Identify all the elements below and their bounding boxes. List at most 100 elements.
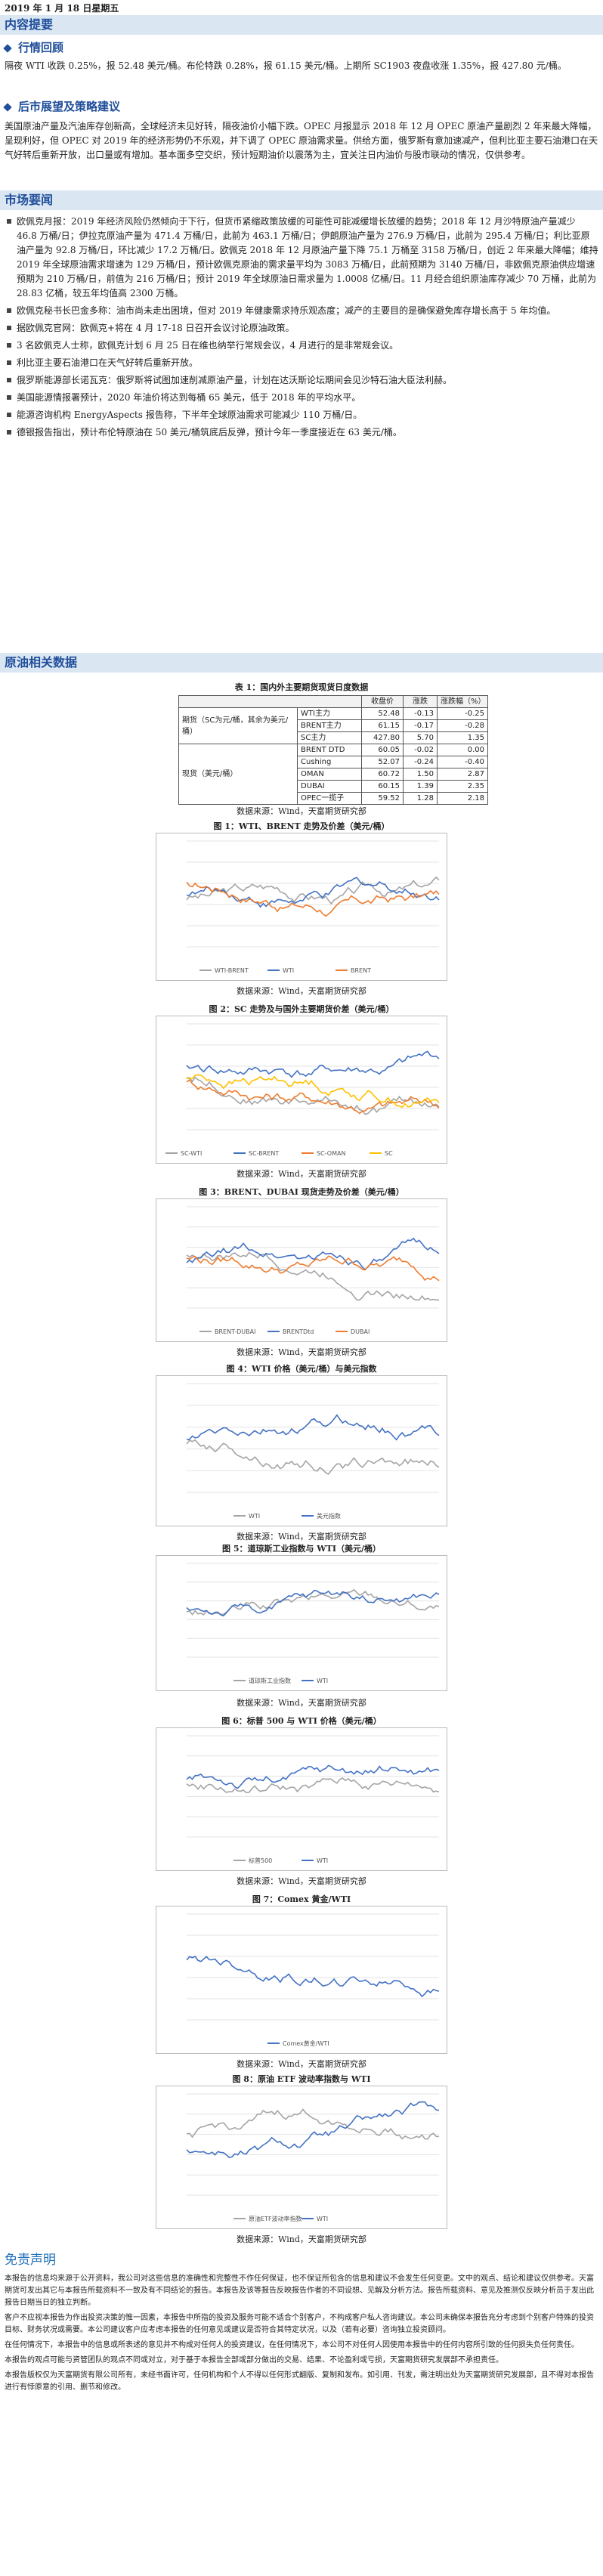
- disclaimer-paragraph: 本报告的信息均来源于公开资料，我公司对这些信息的准确性和完整性不作任何保证，也不…: [5, 2274, 594, 2307]
- row-name: DUBAI: [297, 780, 362, 793]
- legend-label: BRENT-DUBAI: [215, 1328, 255, 1335]
- legend-label: WTI: [249, 1513, 260, 1520]
- table-header: 涨跌幅（%）: [437, 695, 488, 708]
- row-pct: -0.40: [437, 756, 488, 768]
- legend-label: WTI: [283, 967, 294, 974]
- series-line: [186, 1079, 440, 1115]
- series-line: [186, 1955, 440, 1998]
- figure-title: 图 2：SC 走势及与国外主要期货价差（美元/桶）: [209, 1004, 394, 1014]
- figure-3-chart: BRENT-DUBAI BRENTDtd DUBAI: [156, 1198, 447, 1342]
- series-line: [186, 1764, 440, 1789]
- news-item: 俄罗斯能源部长诺瓦克：俄罗斯将试图加速削减原油产量，计划在达沃斯论坛期间会见沙特…: [5, 373, 598, 388]
- row-pct: 2.18: [437, 792, 488, 805]
- row-close: 52.07: [361, 756, 404, 768]
- legend-label: DUBAI: [351, 1328, 370, 1335]
- outlook-text: 美国原油产量及汽油库存创新高，全球经济未见好转，隔夜油价小幅下跌。OPEC 月报…: [5, 121, 598, 160]
- row-name: OPEC一揽子: [297, 792, 362, 805]
- chart-svg: Comex黄金/WTI: [186, 1913, 440, 2047]
- row-close: 60.05: [361, 744, 404, 756]
- figure-2-chart: SC-WTI SC-BRENT SC-OMAN SC: [156, 1016, 447, 1164]
- table-row: DUBAI 60.15 1.39 2.35: [179, 780, 488, 793]
- section-content: 内容提要: [0, 15, 603, 35]
- legend-label: BRENT: [351, 967, 371, 974]
- price-table: 收盘价 涨跌 涨跌幅（%） 期货（SC为元/桶，其余为美元/桶） WTI主力 5…: [178, 695, 488, 805]
- figure-source: 数据来源：Wind，天富期货研究部: [237, 2059, 366, 2069]
- figure-7-chart: Comex黄金/WTI: [156, 1906, 447, 2054]
- news-list: 欧佩克月报：2019 年经济风险仍然倾向于下行，但货币紧缩政策放缓的可能性可能减…: [5, 215, 598, 443]
- table-row: OPEC一揽子 59.52 1.28 2.18: [179, 792, 488, 805]
- legend-label: 道琼斯工业指数: [249, 1677, 291, 1684]
- figure-source: 数据来源：Wind，天富期货研究部: [237, 2234, 366, 2244]
- table-header: 涨跌: [403, 695, 438, 708]
- series-line: [186, 876, 440, 905]
- news-item: 利比亚主要石油港口在天气好转后重新开放。: [5, 356, 598, 370]
- subsection-outlook: 后市展望及策略建议: [3, 100, 121, 114]
- series-line: [186, 1076, 440, 1115]
- legend-label: Comex黄金/WTI: [283, 2039, 329, 2047]
- series-line: [186, 881, 440, 917]
- news-item: 欧佩克月报：2019 年经济风险仍然倾向于下行，但货币紧缩政策放缓的可能性可能减…: [5, 215, 598, 301]
- figure-1-chart: WTI-BRENT WTI BRENT: [156, 833, 447, 981]
- disclaimer-paragraph: 客户不应视本报告为作出投资决策的惟一因素，本报告中所指的投资及服务可能不适合个别…: [5, 2314, 594, 2334]
- legend-label: BRENTDtd: [283, 1328, 314, 1335]
- series-line: [186, 1050, 440, 1078]
- table-row: BRENT主力 61.15 -0.17 -0.28: [179, 719, 488, 732]
- figure-title: 图 5：道琼斯工业指数与 WTI（美元/桶）: [221, 1544, 381, 1554]
- legend-label: WTI: [317, 2216, 328, 2222]
- section-data: 原油相关数据: [0, 653, 603, 673]
- news-item: 德银报告指出，预计布伦特原油在 50 美元/桶筑底后反弹，预计今年一季度接近在 …: [5, 425, 598, 440]
- figure-source: 数据来源：Wind，天富期货研究部: [237, 1169, 366, 1179]
- row-pct: -0.28: [437, 719, 488, 732]
- row-name: Cushing: [297, 756, 362, 768]
- series-line: [186, 1588, 440, 1616]
- series-line: [186, 1589, 440, 1617]
- series-line: [186, 1414, 440, 1441]
- figure-6-chart: 标普500 WTI: [156, 1727, 447, 1871]
- legend-label: SC: [385, 1150, 393, 1157]
- series-line: [186, 1255, 440, 1282]
- legend-label: 标普500: [249, 1857, 272, 1864]
- news-item: 能源咨询机构 EnergyAspects 报告称，下半年全球原油需求可能减少 1…: [5, 408, 598, 422]
- disclaimer-body: 本报告的信息均来源于公开资料，我公司对这些信息的准确性和完整性不作任何保证，也不…: [5, 2273, 598, 2397]
- chart-svg: SC-WTI SC-BRENT SC-OMAN SC: [165, 1023, 440, 1157]
- disclaimer-paragraph: 本报告版权仅为天富期货有限公司所有，未经书面许可，任何机构和个人不得以任何形式翻…: [5, 2371, 594, 2392]
- row-pct: 2.87: [437, 768, 488, 781]
- legend-label: 原油ETF波动率指数: [249, 2215, 302, 2222]
- legend-label: WTI: [317, 1678, 328, 1684]
- series-line: [186, 2108, 440, 2140]
- row-name: BRENT DTD: [297, 744, 362, 756]
- outlook-heading: 后市展望及策略建议: [18, 100, 121, 113]
- chart-svg: 标普500 WTI: [186, 1735, 440, 1864]
- row-close: 60.15: [361, 780, 404, 793]
- row-close: 60.72: [361, 768, 404, 781]
- section-news: 市场要闻: [0, 190, 603, 210]
- figure-source: 数据来源：Wind，天富期货研究部: [237, 1876, 366, 1886]
- figure-source: 数据来源：Wind，天富期货研究部: [237, 1698, 366, 1708]
- disclaimer-paragraph: 在任何情况下，本报告中的信息或所表述的意见并不构成对任何人的投资建议，在任何情况…: [5, 2341, 579, 2349]
- figure-title: 图 8：原油 ETF 波动率指数与 WTI: [232, 2074, 371, 2084]
- table-row: 现货（美元/桶） BRENT DTD 60.05 -0.02 0.00: [178, 744, 488, 805]
- figure-title: 图 6：标普 500 与 WTI 价格（美元/桶）: [221, 1716, 382, 1726]
- row-pct: 2.35: [437, 780, 488, 793]
- figure-4-chart: WTI 美元指数: [156, 1375, 447, 1526]
- legend-label: SC-OMAN: [317, 1150, 345, 1157]
- legend-label: WTI: [317, 1857, 328, 1864]
- diamond-icon: [3, 103, 12, 112]
- series-line: [186, 1237, 440, 1271]
- market-review-text: 隔夜 WTI 收跌 0.25%，报 52.48 美元/桶。布伦特跌 0.28%，…: [5, 60, 567, 71]
- disclaimer-title: 免责声明: [5, 2253, 56, 2268]
- subsection-market-review: 行情回顾: [3, 41, 63, 55]
- group-label-futures: 期货（SC为元/桶，其余为美元/桶）: [178, 707, 298, 744]
- row-change: -0.02: [403, 744, 438, 756]
- figure-5-chart: 道琼斯工业指数 WTI: [156, 1555, 447, 1691]
- row-name: BRENT主力: [297, 719, 362, 732]
- row-change: 1.39: [403, 780, 438, 793]
- series-line: [186, 2101, 440, 2159]
- series-line: [186, 1777, 440, 1794]
- table-caption: 表 1：国内外主要期货现货日度数据: [234, 682, 369, 692]
- chart-svg: WTI-BRENT WTI BRENT: [186, 840, 440, 974]
- row-pct: 0.00: [437, 744, 488, 756]
- row-change: 5.70: [403, 731, 438, 744]
- news-item: 欧佩克秘书长巴金多称：油市尚未走出困境，但对 2019 年健康需求持乐观态度；减…: [5, 304, 598, 318]
